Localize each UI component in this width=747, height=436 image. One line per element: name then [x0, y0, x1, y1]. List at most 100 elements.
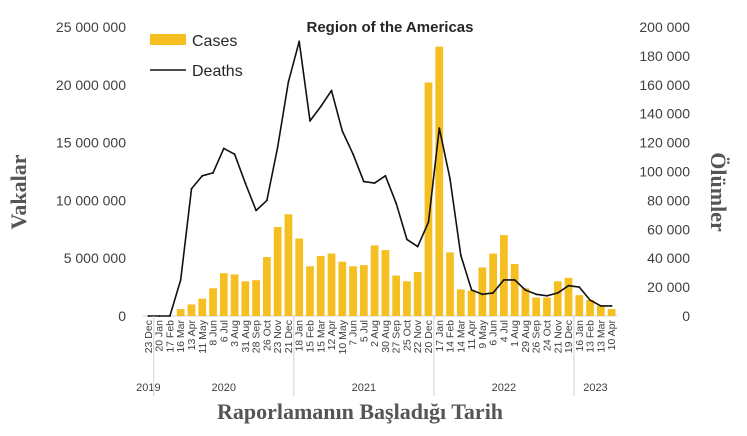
- cases-bar: [521, 288, 530, 316]
- chart-title: Region of the Americas: [307, 19, 474, 36]
- deaths-point: [567, 284, 570, 287]
- cases-bar: [403, 281, 411, 316]
- left-y-tick-label: 20 000 000: [56, 77, 126, 93]
- deaths-point: [459, 254, 462, 257]
- deaths-point: [578, 286, 581, 288]
- deaths-point: [298, 40, 301, 43]
- x-tick-label: 2 Aug: [369, 320, 381, 347]
- cases-bar: [413, 272, 422, 316]
- x-axis-years: 2019 2020 2021 2022 2023: [136, 316, 608, 396]
- cases-bar: [198, 298, 207, 316]
- deaths-point: [341, 130, 344, 132]
- left-y-axis: 0 5 000 000 10 000 000 15 000 000 20 000 000…: [56, 19, 126, 324]
- cases-bar: [575, 295, 584, 316]
- deaths-point: [546, 294, 548, 297]
- deaths-point: [599, 304, 602, 307]
- x-tick-label: 13 Mar: [595, 319, 607, 352]
- x-tick-label: 20 Jan: [154, 320, 166, 352]
- x-tick-label: 18 Jan: [294, 320, 306, 352]
- deaths-line-layer: [147, 40, 613, 317]
- x-tick-label: 11 Apr: [466, 320, 478, 350]
- cases-bar: [500, 235, 508, 316]
- cases-bar: [596, 305, 605, 316]
- cases-bar: [435, 46, 444, 316]
- legend-cases-label: Cases: [192, 33, 237, 50]
- x-tick-label: 14 Mar: [455, 320, 467, 353]
- right-y-tick-label: 140 000: [639, 106, 690, 122]
- x-tick-label: 28 Sep: [251, 320, 263, 353]
- x-tick-label: 22 Nov: [412, 319, 424, 353]
- deaths-point: [438, 127, 441, 130]
- cases-bar: [489, 253, 497, 316]
- deaths-point: [233, 153, 236, 156]
- deaths-point: [319, 105, 322, 108]
- x-tick-label: 10 Apr: [606, 319, 618, 350]
- x-tick-label: 4 Jul: [498, 320, 510, 342]
- x-tick-label: 24 Oct: [542, 320, 554, 351]
- legend-deaths-label: Deaths: [192, 63, 243, 80]
- left-y-tick-label: 0: [118, 308, 126, 324]
- cases-bar: [349, 266, 357, 316]
- deaths-point: [449, 177, 451, 180]
- x-tick-label: 26 Oct: [261, 320, 273, 351]
- x-tick-label: 1 Aug: [509, 320, 521, 347]
- cases-bar: [446, 252, 454, 316]
- left-y-tick-label: 15 000 000: [56, 135, 126, 151]
- deaths-point: [492, 291, 495, 294]
- x-tick-label: 3 Aug: [229, 320, 241, 347]
- x-tick-label: 27 Sep: [391, 320, 403, 353]
- x-tick-label: 25 Oct: [401, 320, 413, 351]
- x-tick-label: 11 May: [197, 319, 209, 353]
- right-y-tick-label: 160 000: [639, 77, 690, 93]
- cases-bar: [252, 280, 260, 316]
- left-y-tick-label: 10 000 000: [56, 192, 126, 208]
- cases-bar: [381, 250, 390, 316]
- deaths-point: [524, 289, 527, 291]
- cases-bar: [424, 82, 433, 316]
- x-tick-label: 16 Jan: [574, 320, 586, 352]
- deaths-point: [158, 315, 161, 317]
- cases-bar: [284, 214, 293, 316]
- x-tick-label: 15 Mar: [315, 320, 327, 353]
- cases-bar: [338, 261, 347, 316]
- cases-bar: [273, 226, 282, 316]
- x-tick-label: 13 Feb: [585, 320, 597, 353]
- deaths-point: [147, 315, 150, 317]
- cases-bar: [219, 273, 228, 316]
- right-y-tick-label: 200 000: [639, 19, 690, 35]
- cases-bar: [478, 267, 487, 316]
- deaths-point: [502, 278, 505, 281]
- deaths-point: [190, 187, 193, 190]
- x-tick-label: 26 Sep: [531, 320, 543, 353]
- cases-bar: [467, 290, 476, 316]
- deaths-point: [212, 172, 214, 174]
- right-y-tick-label: 180 000: [639, 48, 690, 64]
- x-tick-label: 6 Jul: [218, 320, 230, 342]
- x-tick-label: 12 Apr: [326, 319, 338, 350]
- deaths-point: [352, 153, 354, 156]
- x-tick-label: 19 Dec: [563, 320, 575, 353]
- x-year-label: 2023: [583, 382, 607, 394]
- cases-bar: [553, 281, 562, 316]
- right-y-tick-label: 80 000: [647, 192, 690, 208]
- deaths-point: [427, 221, 430, 223]
- x-tick-label: 30 Aug: [380, 320, 392, 353]
- x-tick-label: 6 Jun: [488, 320, 500, 346]
- cases-bar: [176, 309, 185, 316]
- deaths-line: [148, 40, 612, 317]
- left-y-tick-label: 5 000 000: [64, 250, 126, 266]
- right-y-tick-label: 20 000: [647, 279, 690, 295]
- y-axis-left-title: Vakalar: [6, 154, 31, 229]
- x-tick-label: 23 Dec: [143, 320, 155, 353]
- legend-cases-swatch: [150, 34, 186, 45]
- x-tick-label: 5 Jul: [358, 320, 370, 342]
- deaths-point: [384, 174, 387, 177]
- deaths-point: [395, 202, 398, 205]
- cases-bar: [586, 299, 594, 316]
- deaths-point: [179, 278, 182, 281]
- cases-bar: [241, 281, 250, 316]
- deaths-point: [481, 293, 484, 296]
- cases-bar: [230, 274, 239, 316]
